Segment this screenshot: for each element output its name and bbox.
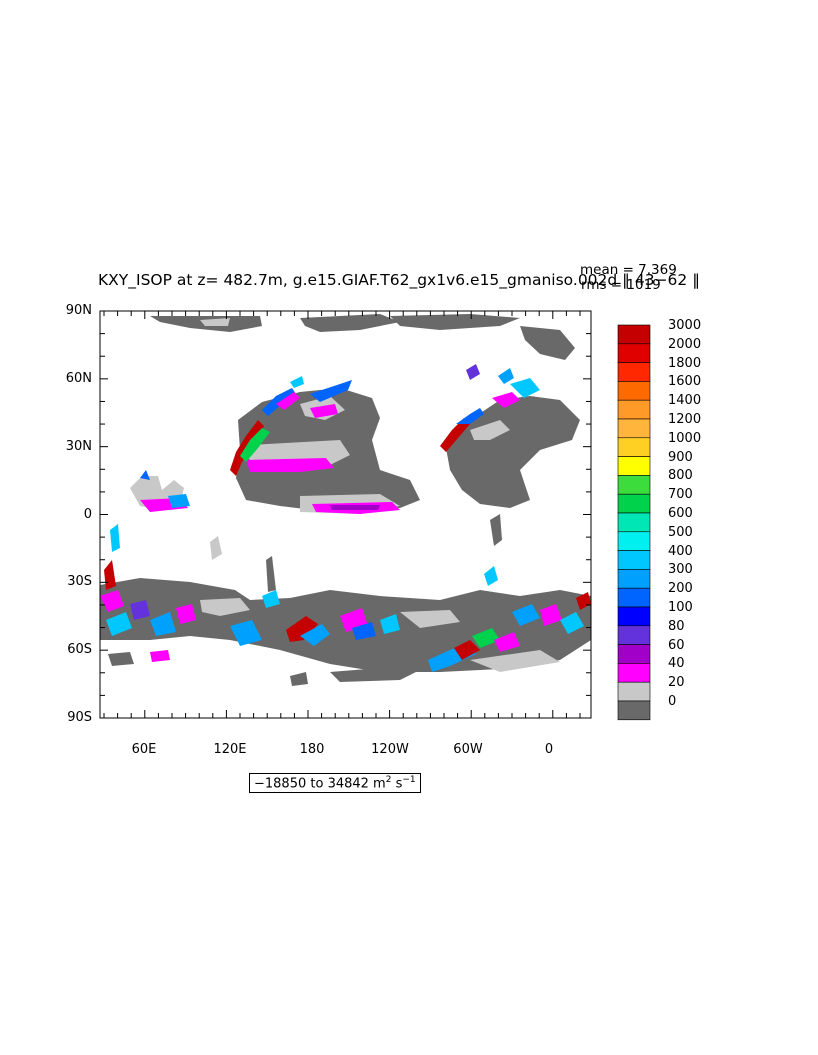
colorbar-swatch xyxy=(617,606,651,627)
colorbar-swatch xyxy=(617,418,651,439)
colorbar-level-label: 40 xyxy=(668,656,685,672)
rms-stat: rms = 1019 xyxy=(581,277,661,293)
lon-label-120e: 120E xyxy=(213,742,247,757)
colorbar-swatch xyxy=(617,569,651,589)
colorbar-swatch xyxy=(617,644,651,664)
lon-label-120w: 120W xyxy=(371,742,409,757)
colorbar-swatch xyxy=(617,531,651,551)
colorbar-swatch xyxy=(617,493,651,514)
lat-label-90s: 90S xyxy=(67,710,92,725)
colorbar-swatch xyxy=(617,681,651,702)
lat-label-0: 0 xyxy=(83,507,92,522)
range-text-mid: s xyxy=(391,776,403,792)
mean-stat: mean = 7.369 xyxy=(580,262,677,278)
plot-title: KXY_ISOP at z= 482.7m, g.e15.GIAF.T62_gx… xyxy=(98,271,700,289)
colorbar-level-label: 200 xyxy=(668,581,693,597)
range-text: −18850 to 34842 m xyxy=(254,776,386,792)
colorbar-swatch xyxy=(617,475,651,495)
lon-label-0: 0 xyxy=(544,742,554,757)
colorbar-level-label: 300 xyxy=(668,562,693,578)
lat-label-60n: 60N xyxy=(65,371,92,386)
colorbar-level-label: 3000 xyxy=(668,318,702,333)
colorbar-level-label: 0 xyxy=(668,694,677,709)
colorbar-swatch xyxy=(617,437,651,457)
colorbar-level-label: 1800 xyxy=(668,355,702,371)
lat-label-90n: 90N xyxy=(65,303,92,318)
range-exponent-1: 2 xyxy=(385,775,392,785)
lon-label-60w: 60W xyxy=(453,742,483,757)
colorbar-swatch xyxy=(617,362,651,382)
colorbar-swatch xyxy=(617,700,651,721)
colorbar-swatch xyxy=(617,324,651,345)
colorbar-swatch xyxy=(617,399,651,420)
range-exponent-2: −1 xyxy=(402,775,416,785)
data-range-box: −18850 to 34842 m2 s−1 xyxy=(249,773,421,794)
colorbar-level-label: 800 xyxy=(668,468,693,484)
field-layer xyxy=(100,314,591,686)
colorbar-level-label: 20 xyxy=(668,675,685,691)
colorbar-swatch xyxy=(617,587,651,608)
colorbar-level-label: 1200 xyxy=(668,412,702,427)
colorbar-level-label: 2000 xyxy=(668,336,702,352)
colorbar-level-label: 1000 xyxy=(668,430,702,446)
colorbar-level-label: 900 xyxy=(668,449,693,465)
colorbar xyxy=(617,324,651,721)
colorbar-level-label: 60 xyxy=(668,637,685,653)
lon-label-60e: 60E xyxy=(131,742,157,757)
colorbar-level-label: 80 xyxy=(668,618,685,634)
lat-label-30s: 30S xyxy=(67,574,92,589)
colorbar-swatch xyxy=(617,343,651,363)
colorbar-swatch xyxy=(617,625,651,645)
colorbar-level-label: 700 xyxy=(668,487,693,503)
colorbar-level-label: 1400 xyxy=(668,393,702,409)
lat-label-60s: 60S xyxy=(67,642,92,657)
colorbar-level-label: 600 xyxy=(668,506,693,521)
colorbar-swatch xyxy=(617,456,651,476)
longitude-ticks xyxy=(103,311,581,718)
colorbar-level-label: 400 xyxy=(668,543,693,559)
lat-label-30n: 30N xyxy=(65,439,92,454)
latitude-ticks xyxy=(100,310,591,719)
lon-label-180: 180 xyxy=(299,742,325,757)
colorbar-swatch xyxy=(617,550,651,570)
colorbar-level-label: 100 xyxy=(668,600,693,615)
colorbar-level-label: 500 xyxy=(668,524,693,540)
colorbar-level-label: 1600 xyxy=(668,374,702,390)
colorbar-swatch xyxy=(617,512,651,533)
colorbar-swatch xyxy=(617,381,651,401)
colorbar-swatch xyxy=(617,663,651,683)
